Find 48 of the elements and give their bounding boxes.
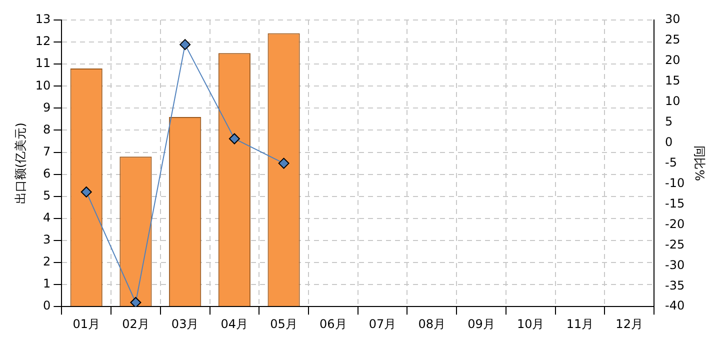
point xyxy=(278,158,290,169)
y2-tick-label: 30 xyxy=(665,12,680,26)
y2-tick-label: 25 xyxy=(665,32,680,47)
y-axis-title: 出口额(亿美元) xyxy=(13,122,28,204)
y-tick-label: 1 xyxy=(43,276,51,291)
x-tick-label: 10月 xyxy=(516,316,544,331)
y-tick-label: 12 xyxy=(35,34,51,48)
point xyxy=(228,133,240,144)
y2-axis-title: 同比% xyxy=(692,146,707,182)
y2-tick-label: 10 xyxy=(665,94,680,108)
y-tick-label: 4 xyxy=(43,210,51,225)
point xyxy=(180,39,191,50)
y2-tick-label: -25 xyxy=(665,237,685,252)
y-tick-label: 13 xyxy=(35,12,51,26)
y-tick-label: 9 xyxy=(43,100,51,114)
y2-tick-label: -15 xyxy=(665,196,685,210)
y-tick-label: 8 xyxy=(43,122,51,136)
y2-tick-label: -30 xyxy=(665,258,685,272)
y2-tick-label: 5 xyxy=(665,114,673,128)
y-tick-label: 10 xyxy=(35,78,51,92)
y-tick-label: 2 xyxy=(43,254,51,269)
x-tick-label: 05月 xyxy=(270,316,298,331)
x-tick-label: 01月 xyxy=(72,316,100,331)
x-tick-label: 08月 xyxy=(418,316,446,331)
y-tick-label: 0 xyxy=(43,298,51,313)
y-tick-label: 11 xyxy=(35,56,51,70)
y-tick-label: 3 xyxy=(43,232,51,247)
x-tick-label: 11月 xyxy=(566,316,594,331)
y2-tick-label: -20 xyxy=(665,216,685,231)
point xyxy=(80,186,92,198)
x-tick-label: 03月 xyxy=(171,316,199,331)
y2-tick-label: -40 xyxy=(665,298,685,313)
x-tick-label: 07月 xyxy=(368,316,396,331)
x-tick-label: 06月 xyxy=(320,316,347,331)
x-tick-label: 12月 xyxy=(616,316,643,331)
y2-tick-label: 20 xyxy=(665,53,680,68)
x-tick-label: 04月 xyxy=(220,316,248,331)
y2-tick-label: -10 xyxy=(665,176,685,190)
x-tick-label: 02月 xyxy=(122,316,150,331)
x-tick-label: 09月 xyxy=(468,316,495,331)
y2-tick-label: -5 xyxy=(665,155,677,170)
point xyxy=(130,297,142,307)
y2-tick-label: 0 xyxy=(665,134,673,149)
y-tick-label: 5 xyxy=(43,188,51,202)
y-tick-label: 6 xyxy=(43,166,51,180)
y-tick-label: 7 xyxy=(43,144,51,158)
y2-tick-label: -35 xyxy=(665,278,685,292)
y2-tick-label: 15 xyxy=(665,74,680,88)
